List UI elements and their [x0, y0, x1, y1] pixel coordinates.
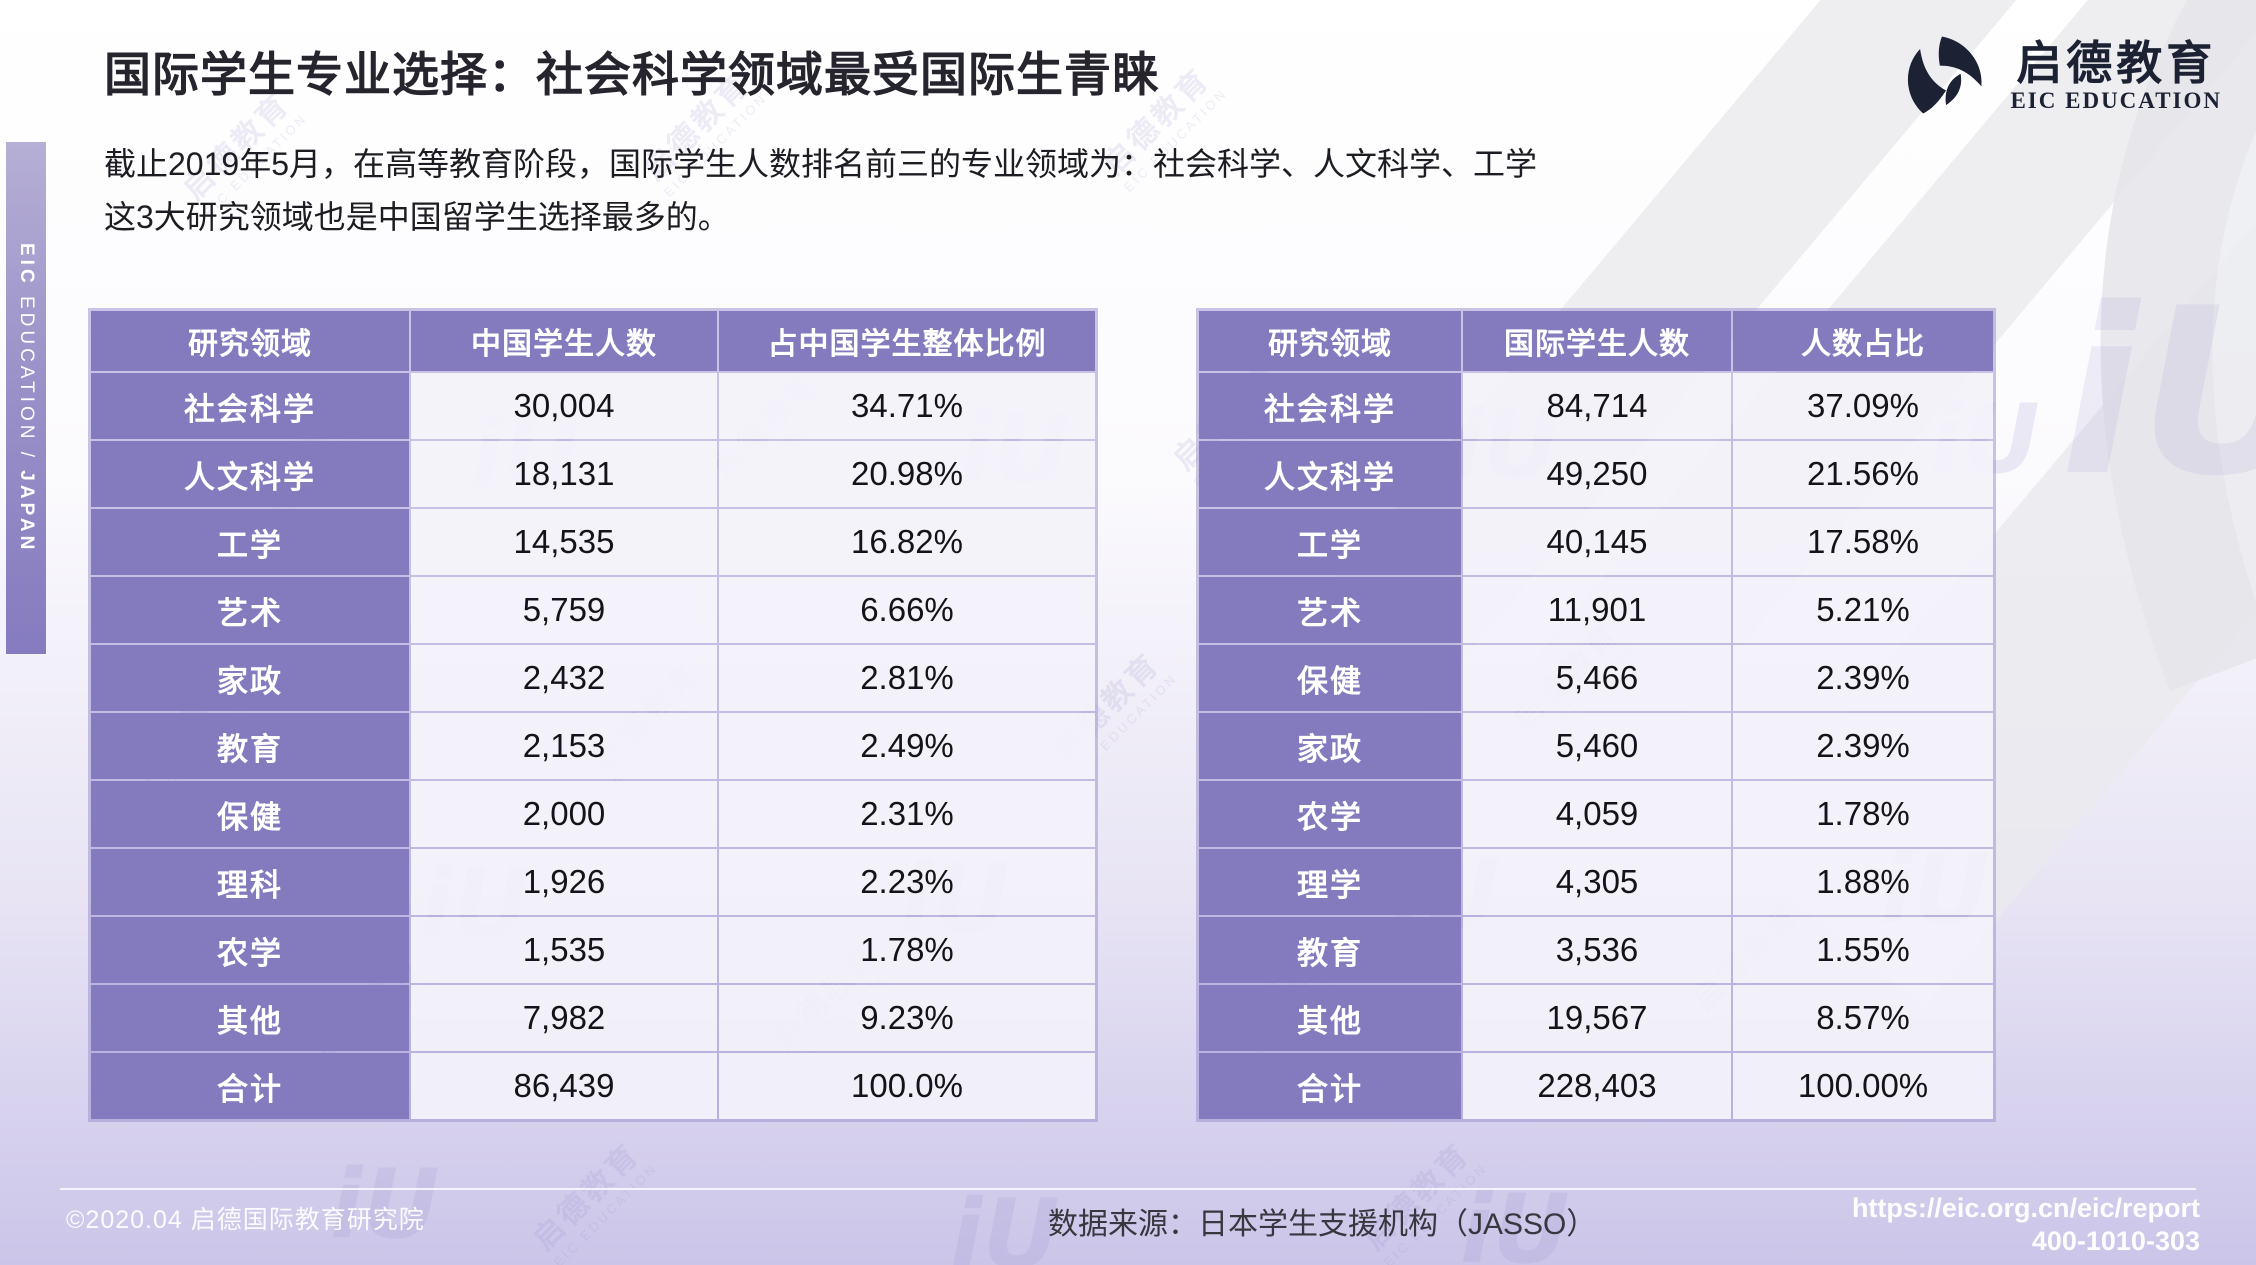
page-title: 国际学生专业选择：社会科学领域最受国际生青睐: [104, 48, 1160, 101]
footer-contact: https://eic.org.cn/eic/report 400-1010-3…: [1852, 1192, 2200, 1258]
cell-value: 2.39%: [1733, 713, 1993, 779]
logo-watermark: iU: [950, 1180, 1060, 1265]
column-header: 研究领域: [1199, 311, 1461, 371]
international-students-table: 研究领域 国际学生人数 人数占比 社会科学 84,714 37.09% 人文科学…: [1196, 308, 1996, 1122]
cell-value: 86,439: [411, 1053, 717, 1119]
row-label: 艺术: [91, 577, 409, 643]
cell-value: 19,567: [1463, 985, 1731, 1051]
cell-value: 5,466: [1463, 645, 1731, 711]
cell-value: 14,535: [411, 509, 717, 575]
cell-value: 100.0%: [719, 1053, 1095, 1119]
cell-value: 30,004: [411, 373, 717, 439]
cell-value: 1.78%: [1733, 781, 1993, 847]
cell-value: 5,759: [411, 577, 717, 643]
row-label: 理科: [91, 849, 409, 915]
cell-value: 1.78%: [719, 917, 1095, 983]
cell-value: 228,403: [1463, 1053, 1731, 1119]
row-label: 农学: [1199, 781, 1461, 847]
cell-value: 2.39%: [1733, 645, 1993, 711]
row-label: 人文科学: [91, 441, 409, 507]
row-label: 家政: [1199, 713, 1461, 779]
cell-value: 4,059: [1463, 781, 1731, 847]
cell-value: 1,926: [411, 849, 717, 915]
brand-logo-icon: [1908, 36, 1983, 114]
chinese-students-table: 研究领域 中国学生人数 占中国学生整体比例 社会科学 30,004 34.71%…: [88, 308, 1098, 1122]
row-label: 人文科学: [1199, 441, 1461, 507]
sidebar-tab: EIC EDUCATION / JAPAN: [6, 142, 46, 654]
brand-logo-text: 启德教育 EIC EDUCATION: [2010, 38, 2222, 115]
row-label: 艺术: [1199, 577, 1461, 643]
cell-value: 8.57%: [1733, 985, 1993, 1051]
cell-value: 100.00%: [1733, 1053, 1993, 1119]
row-label-total: 合计: [1199, 1053, 1461, 1119]
swoosh-graphic: [2100, 0, 2256, 692]
row-label: 教育: [91, 713, 409, 779]
row-label-total: 合计: [91, 1053, 409, 1119]
cell-value: 2.31%: [719, 781, 1095, 847]
cell-value: 11,901: [1463, 577, 1731, 643]
subtitle-line-1: 截止2019年5月，在高等教育阶段，国际学生人数排名前三的专业领域为：社会科学、…: [104, 146, 1537, 182]
cell-value: 5.21%: [1733, 577, 1993, 643]
brand-name-cn: 启德教育: [2016, 36, 2217, 89]
row-label: 保健: [91, 781, 409, 847]
cell-value: 2.49%: [719, 713, 1095, 779]
row-label: 工学: [91, 509, 409, 575]
row-label: 理学: [1199, 849, 1461, 915]
cell-value: 84,714: [1463, 373, 1731, 439]
cell-value: 7,982: [411, 985, 717, 1051]
column-header: 占中国学生整体比例: [719, 311, 1095, 371]
cell-value: 3,536: [1463, 917, 1731, 983]
cell-value: 1,535: [411, 917, 717, 983]
cell-value: 18,131: [411, 441, 717, 507]
column-header: 人数占比: [1733, 311, 1993, 371]
row-label: 社会科学: [1199, 373, 1461, 439]
row-label: 社会科学: [91, 373, 409, 439]
cell-value: 40,145: [1463, 509, 1731, 575]
cell-value: 37.09%: [1733, 373, 1993, 439]
brand-logo: 启德教育 EIC EDUCATION: [1892, 24, 2222, 128]
cell-value: 2,000: [411, 781, 717, 847]
cell-value: 17.58%: [1733, 509, 1993, 575]
cell-value: 2,153: [411, 713, 717, 779]
sidebar-label: EIC EDUCATION / JAPAN: [16, 242, 37, 554]
data-source-text: 数据来源：日本学生支援机构（JASSO）: [1048, 1208, 1597, 1241]
page-subtitle: 截止2019年5月，在高等教育阶段，国际学生人数排名前三的专业领域为：社会科学、…: [104, 138, 1604, 244]
column-header: 研究领域: [91, 311, 409, 371]
cell-value: 2.81%: [719, 645, 1095, 711]
cell-value: 6.66%: [719, 577, 1095, 643]
cell-value: 1.88%: [1733, 849, 1993, 915]
row-label: 农学: [91, 917, 409, 983]
row-label: 其他: [91, 985, 409, 1051]
phone-number: 400-1010-303: [2031, 1226, 2200, 1256]
cell-value: 1.55%: [1733, 917, 1993, 983]
copyright-text: ©2020.04 启德国际教育研究院: [66, 1206, 425, 1234]
cell-value: 2.23%: [719, 849, 1095, 915]
cell-value: 34.71%: [719, 373, 1095, 439]
column-header: 国际学生人数: [1463, 311, 1731, 371]
report-url: https://eic.org.cn/eic/report: [1851, 1193, 2200, 1223]
cell-value: 16.82%: [719, 509, 1095, 575]
row-label: 其他: [1199, 985, 1461, 1051]
row-label: 工学: [1199, 509, 1461, 575]
cell-value: 20.98%: [719, 441, 1095, 507]
subtitle-line-2: 这3大研究领域也是中国留学生选择最多的。: [104, 199, 730, 235]
cell-value: 49,250: [1463, 441, 1731, 507]
cell-value: 4,305: [1463, 849, 1731, 915]
brand-name-en: EIC EDUCATION: [2010, 88, 2222, 114]
row-label: 家政: [91, 645, 409, 711]
row-label: 教育: [1199, 917, 1461, 983]
cell-value: 5,460: [1463, 713, 1731, 779]
cell-value: 21.56%: [1733, 441, 1993, 507]
cell-value: 2,432: [411, 645, 717, 711]
row-label: 保健: [1199, 645, 1461, 711]
footer-divider: [60, 1188, 2196, 1190]
column-header: 中国学生人数: [411, 311, 717, 371]
cell-value: 9.23%: [719, 985, 1095, 1051]
